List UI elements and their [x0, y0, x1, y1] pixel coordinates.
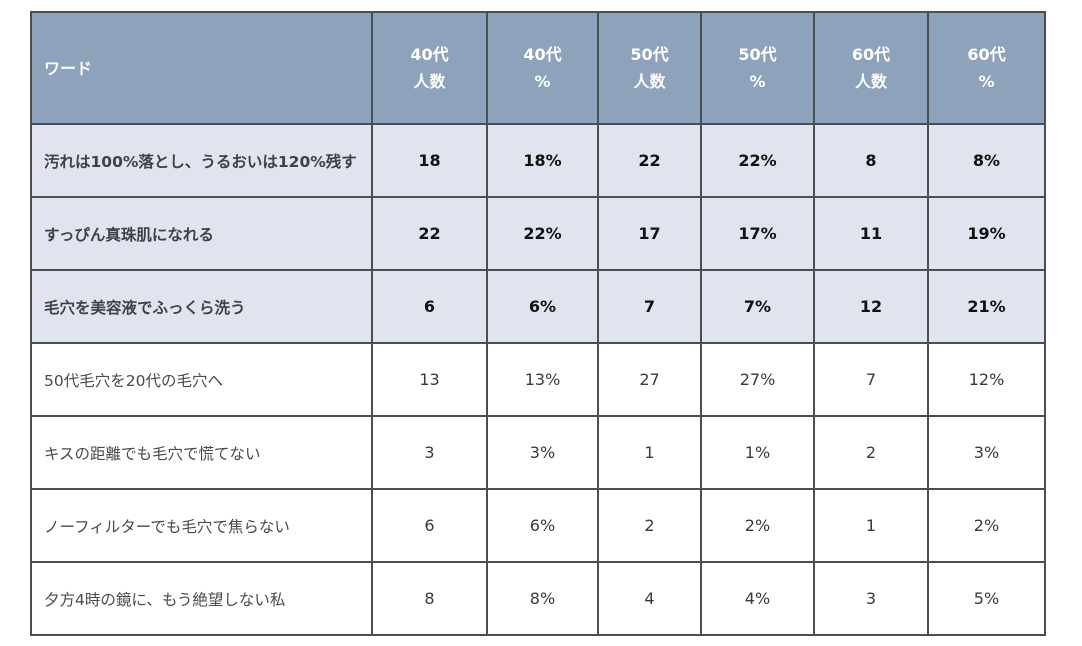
word-cell: すっぴん真珠肌になれる — [30, 196, 373, 271]
header-40s-percent-line1: 40代 — [523, 45, 562, 64]
count-50s-cell: 4 — [597, 561, 702, 636]
percent-40s-cell: 3% — [486, 415, 599, 490]
count-40s-cell: 6 — [371, 488, 488, 563]
table-row: 毛穴を美容液でふっくら洗う 6 6% 7 7% 12 21% — [30, 269, 1046, 344]
header-50s-count-line1: 50代 — [630, 45, 669, 64]
count-60s-cell: 3 — [813, 561, 929, 636]
percent-60s-cell: 21% — [927, 269, 1046, 344]
table-row: 50代毛穴を20代の毛穴へ 13 13% 27 27% 7 12% — [30, 342, 1046, 417]
count-40s-cell: 6 — [371, 269, 488, 344]
percent-50s-cell: 2% — [700, 488, 815, 563]
count-50s-cell: 22 — [597, 123, 702, 198]
percent-40s-cell: 13% — [486, 342, 599, 417]
percent-40s-cell: 8% — [486, 561, 599, 636]
percent-50s-cell: 1% — [700, 415, 815, 490]
count-40s-cell: 8 — [371, 561, 488, 636]
percent-50s-cell: 17% — [700, 196, 815, 271]
header-50s-percent: 50代 % — [700, 11, 815, 125]
count-40s-cell: 18 — [371, 123, 488, 198]
header-60s-count-line2: 人数 — [854, 72, 887, 91]
count-50s-cell: 27 — [597, 342, 702, 417]
header-60s-percent-line2: % — [978, 72, 995, 91]
percent-40s-cell: 6% — [486, 488, 599, 563]
percent-60s-cell: 19% — [927, 196, 1046, 271]
header-40s-percent: 40代 % — [486, 11, 599, 125]
count-40s-cell: 3 — [371, 415, 488, 490]
percent-50s-cell: 4% — [700, 561, 815, 636]
word-cell: 汚れは100%落とし、うるおいは120%残す — [30, 123, 373, 198]
table-row: 汚れは100%落とし、うるおいは120%残す 18 18% 22 22% 8 8… — [30, 123, 1046, 198]
count-50s-cell: 1 — [597, 415, 702, 490]
header-word: ワード — [30, 11, 373, 125]
percent-40s-cell: 6% — [486, 269, 599, 344]
survey-results-table: ワード 40代 人数 40代 % 50代 人数 50代 % 60代 人数 — [30, 11, 1046, 636]
header-50s-count: 50代 人数 — [597, 11, 702, 125]
table-row: 夕方4時の鏡に、もう絶望しない私 8 8% 4 4% 3 5% — [30, 561, 1046, 636]
header-60s-count-line1: 60代 — [851, 45, 891, 64]
header-50s-percent-line2: % — [749, 72, 766, 91]
word-cell: ノーフィルターでも毛穴で焦らない — [30, 488, 373, 563]
header-40s-count-line1: 40代 — [410, 45, 449, 64]
percent-60s-cell: 3% — [927, 415, 1046, 490]
header-40s-count: 40代 人数 — [371, 11, 488, 125]
count-60s-cell: 1 — [813, 488, 929, 563]
count-40s-cell: 22 — [371, 196, 488, 271]
percent-60s-cell: 2% — [927, 488, 1046, 563]
header-60s-count: 60代 人数 — [813, 11, 929, 125]
header-row: ワード 40代 人数 40代 % 50代 人数 50代 % 60代 人数 — [30, 11, 1046, 125]
header-50s-count-line2: 人数 — [633, 72, 666, 91]
header-60s-percent-line1: 60代 — [967, 45, 1006, 64]
header-60s-percent: 60代 % — [927, 11, 1046, 125]
count-50s-cell: 7 — [597, 269, 702, 344]
percent-40s-cell: 18% — [486, 123, 599, 198]
percent-40s-cell: 22% — [486, 196, 599, 271]
count-60s-cell: 11 — [813, 196, 929, 271]
header-50s-percent-line1: 50代 — [738, 45, 777, 64]
word-cell: 毛穴を美容液でふっくら洗う — [30, 269, 373, 344]
header-40s-count-line2: 人数 — [413, 72, 446, 91]
count-60s-cell: 12 — [813, 269, 929, 344]
table-row: ノーフィルターでも毛穴で焦らない 6 6% 2 2% 1 2% — [30, 488, 1046, 563]
percent-60s-cell: 5% — [927, 561, 1046, 636]
count-60s-cell: 8 — [813, 123, 929, 198]
header-40s-percent-line2: % — [534, 72, 551, 91]
word-cell: 夕方4時の鏡に、もう絶望しない私 — [30, 561, 373, 636]
count-60s-cell: 2 — [813, 415, 929, 490]
percent-60s-cell: 8% — [927, 123, 1046, 198]
percent-50s-cell: 22% — [700, 123, 815, 198]
table-row: すっぴん真珠肌になれる 22 22% 17 17% 11 19% — [30, 196, 1046, 271]
word-cell: キスの距離でも毛穴で慌てない — [30, 415, 373, 490]
count-60s-cell: 7 — [813, 342, 929, 417]
percent-50s-cell: 7% — [700, 269, 815, 344]
word-cell: 50代毛穴を20代の毛穴へ — [30, 342, 373, 417]
count-50s-cell: 2 — [597, 488, 702, 563]
percent-50s-cell: 27% — [700, 342, 815, 417]
percent-60s-cell: 12% — [927, 342, 1046, 417]
count-50s-cell: 17 — [597, 196, 702, 271]
table-row: キスの距離でも毛穴で慌てない 3 3% 1 1% 2 3% — [30, 415, 1046, 490]
count-40s-cell: 13 — [371, 342, 488, 417]
